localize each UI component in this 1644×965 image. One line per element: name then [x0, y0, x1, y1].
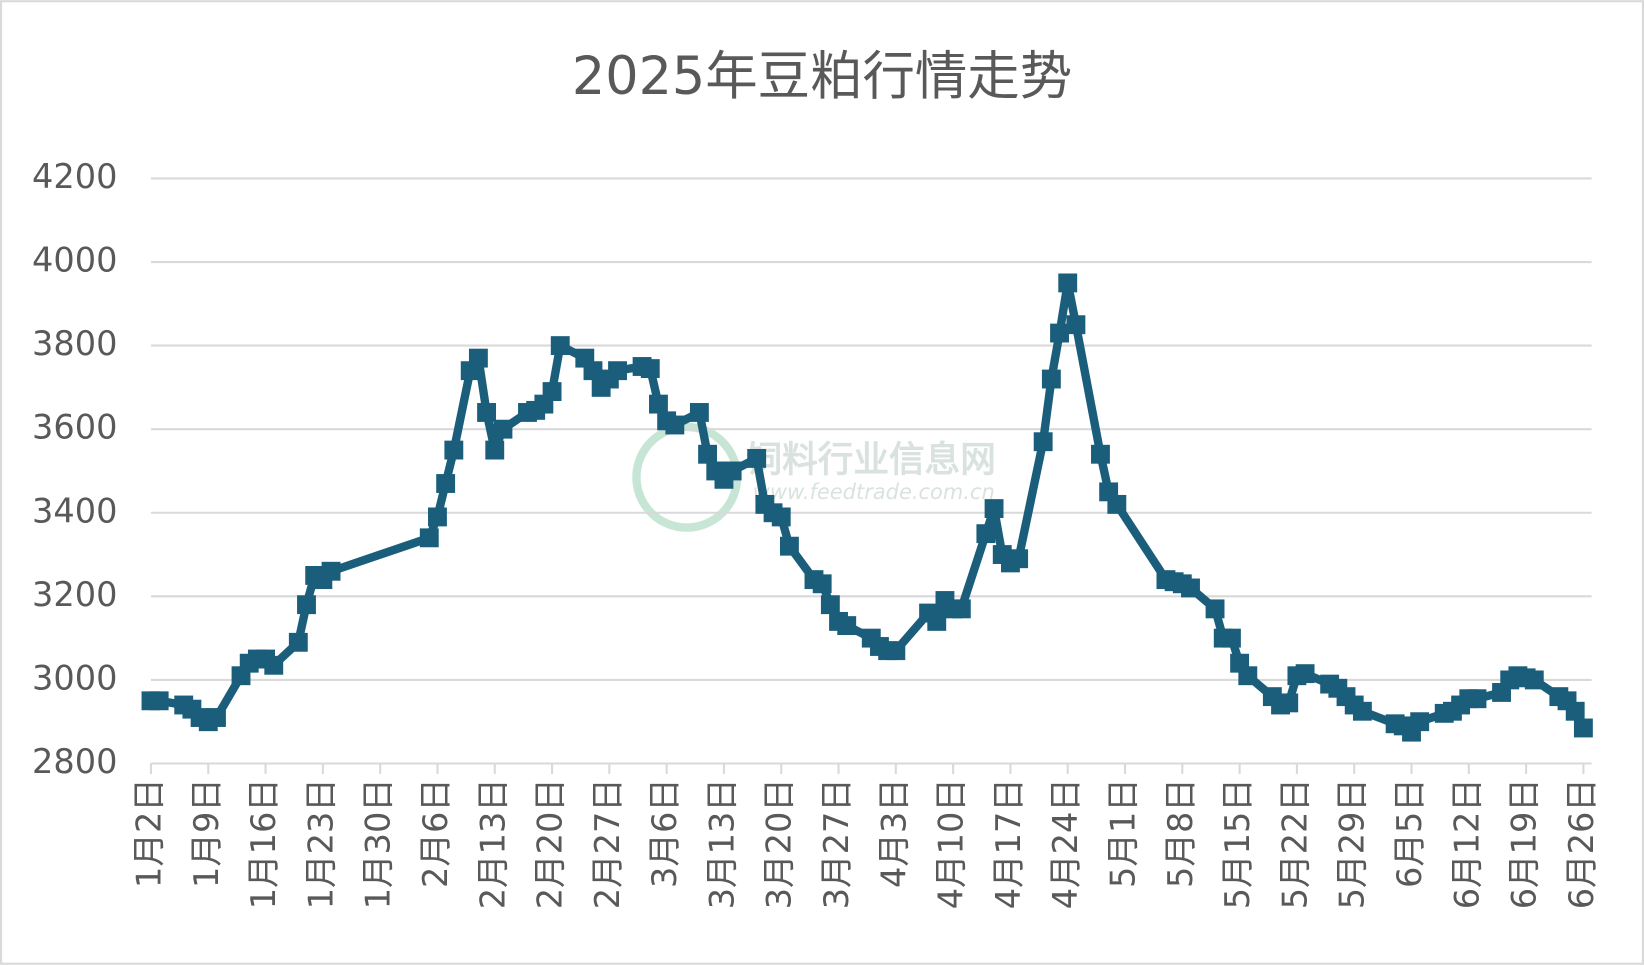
y-tick-label: 4000 [32, 241, 117, 280]
x-tick-label: 3月6日 [645, 778, 684, 888]
marker [428, 507, 447, 527]
marker [837, 616, 857, 636]
x-tick-label: 4月17日 [989, 778, 1028, 909]
marker [264, 655, 284, 675]
x-tick-label: 6月19日 [1505, 778, 1544, 909]
x-tick-label: 5月29日 [1333, 778, 1372, 909]
x-tick-label: 1月2日 [129, 778, 168, 888]
marker [550, 336, 570, 356]
x-tick-label: 5月15日 [1218, 778, 1257, 909]
marker [722, 461, 742, 481]
marker [1524, 670, 1544, 690]
x-tick-label: 1月23日 [301, 778, 340, 909]
marker [485, 440, 505, 460]
marker [984, 499, 1004, 519]
marker [436, 474, 456, 493]
y-tick-label: 3800 [32, 324, 117, 363]
y-tick-label: 3000 [32, 658, 117, 697]
x-tick-label: 1月30日 [359, 778, 398, 909]
x-tick-label: 6月5日 [1390, 778, 1429, 888]
x-tick-label: 2月13日 [473, 778, 512, 909]
marker [1205, 599, 1225, 619]
x-tick-label: 4月3日 [874, 778, 913, 888]
marker [820, 595, 840, 615]
y-tick-label: 3600 [32, 408, 117, 447]
chart-title: 2025年豆粕行情走势 [572, 46, 1072, 107]
y-tick-label: 3200 [32, 575, 117, 614]
marker [1565, 701, 1585, 721]
marker [149, 691, 169, 711]
watermark: 饲料行业信息网 www.feedtrade.com.cn [632, 422, 996, 532]
marker [771, 507, 791, 527]
marker [747, 448, 767, 468]
marker [1352, 701, 1372, 721]
marker [927, 611, 947, 631]
marker [542, 382, 562, 402]
marker [1467, 689, 1487, 709]
watermark-text: 饲料行业信息网 [747, 440, 996, 481]
marker [1107, 494, 1127, 514]
x-tick-label: 2月27日 [588, 778, 627, 909]
y-tick-label: 3400 [32, 491, 117, 530]
marker [886, 641, 906, 661]
marker [665, 415, 685, 435]
x-tick-label: 5月22日 [1275, 778, 1314, 909]
y-tick-label: 2800 [32, 742, 117, 781]
marker [1181, 578, 1200, 598]
marker [321, 561, 341, 581]
marker [419, 528, 439, 548]
marker [468, 348, 488, 368]
marker [1410, 712, 1430, 732]
marker [812, 574, 832, 594]
marker [444, 440, 464, 460]
marker [1573, 718, 1593, 738]
marker [493, 419, 513, 439]
marker [1009, 549, 1029, 569]
marker [1221, 628, 1241, 648]
marker [583, 361, 603, 381]
watermark-url: www.feedtrade.com.cn [753, 480, 995, 504]
marker [1033, 432, 1053, 452]
marker [951, 599, 971, 619]
marker [1050, 323, 1069, 343]
marker [1058, 273, 1078, 293]
marker [976, 524, 996, 544]
marker [1295, 664, 1315, 684]
marker [649, 394, 668, 414]
marker [689, 403, 709, 422]
x-tick-label: 3月13日 [702, 778, 741, 909]
marker [698, 444, 718, 464]
y-tick-label: 4200 [32, 157, 117, 196]
x-tick-label: 5月1日 [1104, 778, 1143, 888]
x-tick-label: 4月24日 [1046, 778, 1085, 909]
marker [1279, 693, 1299, 713]
x-tick-label: 2月6日 [416, 778, 455, 888]
marker [779, 536, 799, 556]
marker [608, 361, 627, 381]
marker [297, 595, 316, 615]
x-tick-label: 6月12日 [1447, 778, 1486, 909]
marker [207, 708, 226, 727]
marker [1091, 444, 1110, 464]
x-tick-label: 6月26日 [1562, 778, 1601, 909]
marker [1066, 315, 1086, 335]
x-tick-label: 4月10日 [932, 778, 971, 909]
marker [477, 403, 497, 422]
marker [288, 632, 308, 652]
x-tick-label: 1月16日 [244, 778, 283, 909]
x-tick-label: 2月20日 [531, 778, 570, 909]
marker [640, 359, 660, 379]
x-tick-label: 1月9日 [187, 778, 226, 888]
marker [1041, 369, 1061, 389]
marker [1238, 666, 1258, 686]
x-tick-label: 3月27日 [817, 778, 856, 909]
x-tick-label: 5月8日 [1161, 778, 1200, 888]
x-tick-label: 3月20日 [760, 778, 799, 909]
